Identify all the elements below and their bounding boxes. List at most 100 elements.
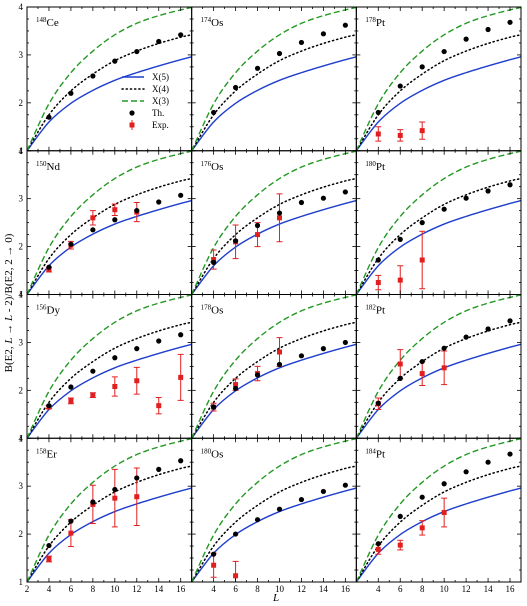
exp-point <box>397 542 403 548</box>
theory-point <box>46 264 52 270</box>
theory-point <box>46 114 52 120</box>
x-tick-label: 12 <box>132 584 141 594</box>
ylabel-l1: L <box>3 338 15 345</box>
panel-label-element: Dy <box>47 305 61 317</box>
curve-x5 <box>27 487 192 582</box>
panel-label-176os: 176Os <box>201 160 224 173</box>
theory-point <box>254 65 261 71</box>
curve-x3 <box>191 438 357 582</box>
panel-label-148ce: 148Ce <box>36 16 59 29</box>
theory-point <box>156 199 162 205</box>
theory-point <box>342 482 348 488</box>
theory-point <box>397 236 403 242</box>
exp-point <box>375 131 381 137</box>
curve-x5 <box>191 199 357 295</box>
y-tick-label: 4 <box>19 290 24 300</box>
curve-x4 <box>191 177 357 295</box>
panel-plot-area <box>27 7 192 151</box>
theory-point <box>254 372 261 378</box>
theory-point <box>156 338 162 344</box>
panel-label-174os: 174Os <box>201 16 224 29</box>
y-tick-label: 3 <box>19 50 24 60</box>
panel-plot-area <box>191 7 357 151</box>
theory-point <box>134 346 140 352</box>
panel-label-mass: 150 <box>36 160 47 168</box>
ylabel-prefix: B(E2, <box>3 344 15 373</box>
curve-x4 <box>27 321 192 439</box>
curve-x4 <box>191 34 357 151</box>
x-tick-label: 8 <box>91 584 96 594</box>
y-tick-label: 3 <box>19 194 24 204</box>
curve-x3 <box>356 7 522 151</box>
theory-point <box>342 339 348 346</box>
exp-point <box>441 365 447 371</box>
theory-point <box>507 318 513 324</box>
exp-point <box>211 257 217 263</box>
y-tick-label: 4 <box>19 433 24 443</box>
panel-label-element: Nd <box>47 161 61 173</box>
x-tick-label: 16 <box>506 584 516 594</box>
y-tick-label: 1 <box>19 290 24 300</box>
theory-point <box>441 206 447 212</box>
x-tick-label: 16 <box>341 584 351 594</box>
panel-156dy: 156Dy <box>26 294 193 439</box>
theory-point <box>90 227 96 233</box>
panel-plot-area <box>191 438 357 582</box>
panel-178os: 178Os <box>191 294 357 439</box>
curve-x4 <box>27 177 192 295</box>
y-axis-label: B(E2, L → L - 2)/B(E2, 2 → 0) <box>3 233 15 372</box>
curve-x4 <box>356 465 522 582</box>
panel-label-element: Os <box>211 17 223 29</box>
exp-point <box>233 573 239 579</box>
theory-point <box>485 188 491 194</box>
theory-point <box>211 551 217 557</box>
x-tick-label: 12 <box>297 584 306 594</box>
panel-label-mass: 158 <box>36 447 47 455</box>
exp-point <box>90 392 96 398</box>
curve-x3 <box>27 7 192 151</box>
panel-plot-area <box>191 294 357 439</box>
curve-x5 <box>191 56 357 151</box>
legend-label: X(4) <box>152 84 169 94</box>
exp-point <box>397 361 403 367</box>
exp-point <box>134 494 140 500</box>
curve-x5 <box>27 199 192 295</box>
curve-x4 <box>191 321 357 439</box>
curve-x5 <box>27 343 192 439</box>
panel-label-150nd: 150Nd <box>36 160 60 173</box>
panel-label-element: Er <box>47 448 58 460</box>
panel-180os: 180Os <box>191 437 357 583</box>
legend-marker-exp <box>129 122 135 128</box>
legend-label: X(3) <box>152 96 169 106</box>
y-tick-label: 4 <box>19 2 24 12</box>
exp-point <box>419 371 425 377</box>
legend-marker-th <box>129 110 135 116</box>
x-tick-label: 14 <box>154 584 164 594</box>
curve-x4 <box>356 321 522 439</box>
exp-point <box>134 378 140 384</box>
theory-point <box>178 458 184 464</box>
curve-x3 <box>27 438 192 582</box>
x-tick-label: 14 <box>484 584 494 594</box>
panel-label-element: Pt <box>376 305 385 317</box>
theory-point <box>68 90 74 96</box>
theory-point <box>178 192 184 198</box>
exp-point <box>441 510 447 516</box>
panel-plot-area <box>356 7 522 151</box>
panel-label-element: Os <box>211 305 223 317</box>
exp-point <box>397 132 403 138</box>
theory-point <box>375 109 381 116</box>
curve-x5 <box>191 343 357 439</box>
theory-point <box>419 358 425 365</box>
panel-label-184pt: 184Pt <box>365 447 385 460</box>
panel-label-158er: 158Er <box>36 447 57 460</box>
theory-point <box>254 517 261 523</box>
y-tick-label: 2 <box>19 242 24 252</box>
exp-point <box>255 232 261 238</box>
x-tick-label: 6 <box>233 584 238 594</box>
theory-point <box>211 259 217 265</box>
exp-point <box>419 257 425 263</box>
panel-158er: 158Er <box>26 437 193 583</box>
